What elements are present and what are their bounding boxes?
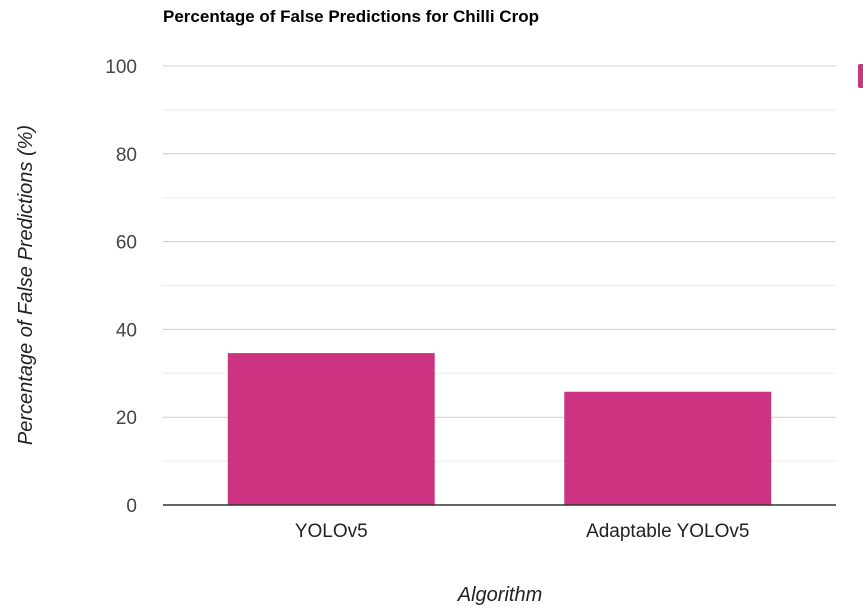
x-axis-categories: YOLOv5 Adaptable YOLOv5 (295, 521, 750, 542)
chart-title: Percentage of False Predictions for Chil… (163, 7, 539, 26)
y-tick-label: 40 (116, 320, 137, 341)
bar-yolov5 (227, 353, 435, 505)
legend-swatch (858, 64, 863, 88)
y-tick-label: 80 (116, 145, 137, 166)
y-tick-label: 100 (105, 57, 137, 78)
y-axis-ticks: 0 20 40 60 80 100 (105, 57, 137, 517)
x-axis-title: Algorithm (457, 584, 542, 606)
y-axis-title: Percentage of False Predictions (%) (15, 125, 37, 445)
x-tick-label: YOLOv5 (295, 521, 368, 542)
bars (227, 353, 772, 505)
y-tick-label: 0 (126, 496, 137, 517)
bar-adaptable-yolov5 (564, 391, 772, 505)
y-tick-label: 60 (116, 233, 137, 254)
y-tick-label: 20 (116, 408, 137, 429)
x-tick-label: Adaptable YOLOv5 (586, 521, 749, 542)
